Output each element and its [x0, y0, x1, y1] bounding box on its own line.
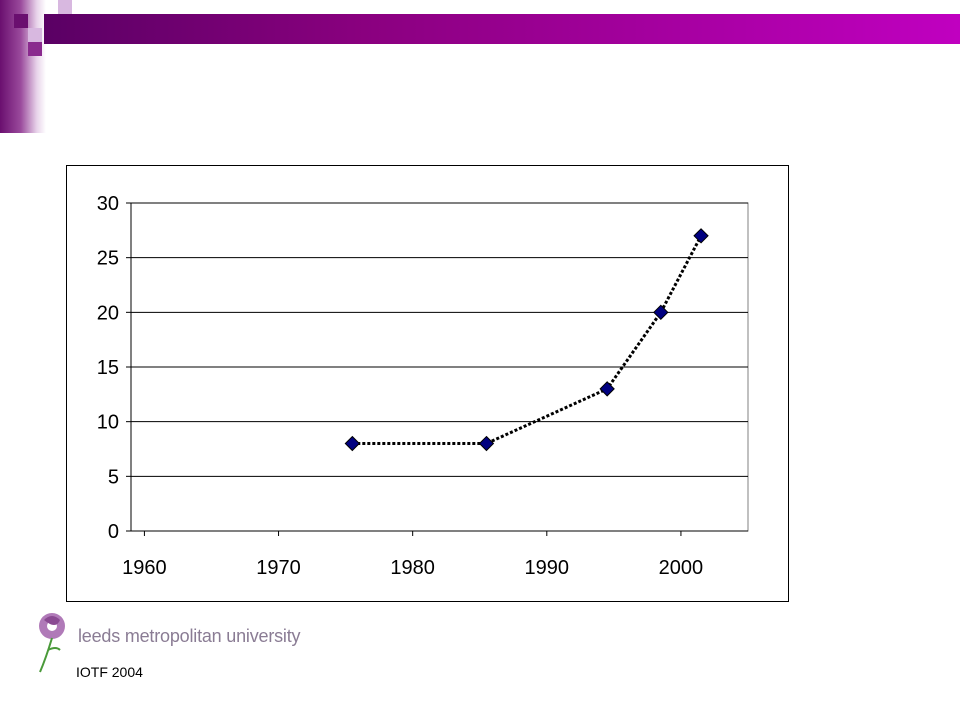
- x-tick-label: 1960: [122, 557, 167, 579]
- data-point: [344, 435, 361, 452]
- y-tick-label: 20: [97, 302, 119, 324]
- x-tick-label: 1990: [525, 557, 570, 579]
- logo-text: leeds metropolitan university: [78, 626, 301, 646]
- data-point: [478, 435, 495, 452]
- deco-square: [14, 14, 28, 28]
- data-point: [693, 228, 709, 244]
- x-tick-label: 1970: [256, 557, 301, 579]
- y-tick-label: 25: [97, 248, 119, 270]
- header-banner: [44, 14, 960, 44]
- y-tick-label: 15: [97, 357, 119, 379]
- y-tick-label: 30: [97, 193, 119, 215]
- x-tick-label: 2000: [659, 557, 704, 579]
- data-point: [653, 304, 669, 321]
- deco-square: [58, 0, 72, 14]
- y-tick-label: 5: [108, 466, 119, 488]
- line-chart: 0 5 10 15 20 25 30 1960 1970 1980 1990 2000: [97, 193, 749, 579]
- source-label: IOTF 2004: [76, 664, 143, 680]
- y-tick-label: 0: [108, 521, 119, 543]
- x-tick-label: 1980: [390, 557, 435, 579]
- rose-logo-icon: [39, 613, 65, 673]
- data-point: [599, 381, 615, 397]
- y-tick-label: 10: [97, 412, 119, 434]
- chart-area: 0 5 10 15 20 25 30 1960 1970 1980 1990 2000: [66, 165, 789, 602]
- deco-square: [28, 42, 42, 56]
- deco-square: [28, 28, 42, 42]
